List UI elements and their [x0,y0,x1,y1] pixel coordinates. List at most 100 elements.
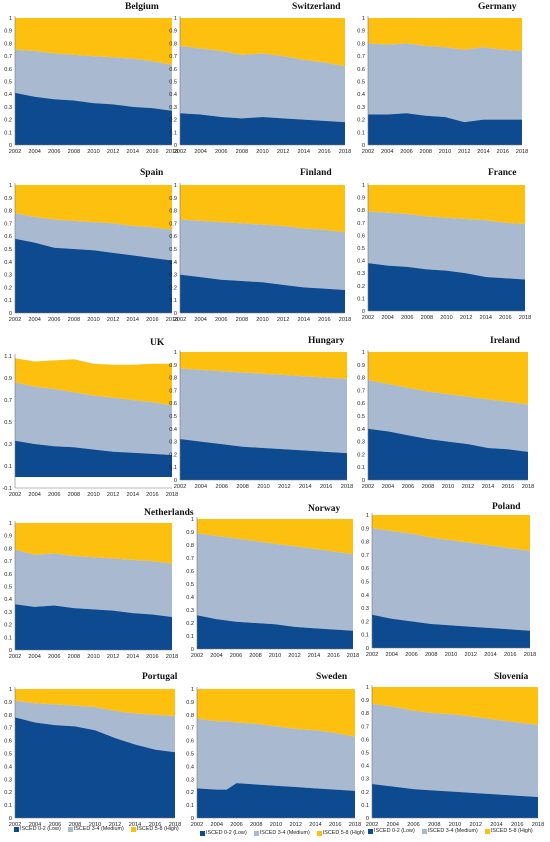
y-tick-label: 1 [9,183,12,189]
x-tick-label: 2006 [230,653,242,659]
x-tick-label: 2018 [339,149,351,155]
x-tick-label: 2014 [298,149,310,155]
legend-item-medium: ISCED 3-4 (Medium) [67,826,124,832]
area-medium [15,700,175,753]
x-tick-label: 2008 [236,317,248,323]
x-tick-label: 2004 [195,484,207,490]
y-tick-label: 0.2 [361,790,369,796]
y-tick-label: 0.1 [169,465,177,471]
legend-swatch-high [130,826,136,832]
area-high [180,185,345,233]
x-tick-label: 2010 [87,654,99,660]
x-tick-label: 2016 [511,822,523,828]
y-tick-label: 0.1 [357,465,365,471]
y-tick-label: 0.6 [169,401,177,407]
y-tick-label: 0 [174,478,177,484]
x-tick-label: 2010 [89,822,101,828]
x-tick-label: 2014 [127,149,139,155]
area-high [197,519,353,555]
chart-title: Sweden [316,672,348,682]
y-tick-label: 0.2 [169,118,177,124]
x-tick-label: 2018 [341,484,353,490]
y-tick-label: 0.6 [186,569,194,575]
y-tick-label: 0.9 [4,534,12,540]
y-tick-label: 0.1 [169,298,177,304]
y-tick-label: 0.3 [186,608,194,614]
x-tick-label: 2002 [174,149,186,155]
chart-title: Netherlands [144,508,194,518]
legend-item-low: ISCED 0-2 (Low) [200,830,247,836]
y-tick-label: 0.3 [4,610,12,616]
x-tick-label: 2008 [236,484,248,490]
y-tick-label: 0.8 [169,209,177,215]
y-tick-label: 0.2 [357,452,365,458]
x-tick-label: 2002 [362,484,374,490]
area-low [368,428,528,480]
y-tick-label: 0.9 [4,196,12,202]
y-tick-label: 0.6 [4,739,12,745]
x-tick-label: 2018 [522,484,534,490]
x-tick-label: 2006 [215,317,227,323]
x-tick-label: 2008 [68,492,80,498]
chart-title: Portugal [142,672,178,682]
x-tick-label: 2018 [524,652,536,658]
y-tick-label: 0.9 [357,363,365,369]
x-tick-label: 2008 [250,822,262,828]
y-tick-label: 0.7 [169,388,177,394]
y-tick-label: 0.7 [361,724,369,730]
x-tick-label: 2016 [146,317,158,323]
x-tick-label: 2008 [425,652,437,658]
y-tick-label: 0.5 [4,585,12,591]
y-tick-label: 0.7 [357,388,365,394]
x-tick-label: 2002 [174,484,186,490]
y-tick-label: 0.7 [357,221,365,227]
x-tick-label: 2018 [166,317,178,323]
legend-item-low: ISCED 0-2 (Low) [14,826,61,832]
area-low [197,615,353,649]
x-tick-label: 2002 [362,149,374,155]
chart-title: Slovenia [494,672,529,682]
y-tick-label: 0.8 [4,546,12,552]
y-tick-label: 1 [366,513,369,519]
area-low [372,783,538,818]
y-tick-label: 0.3 [357,271,365,277]
legend-label-high: ISCED 5-8 (High) [136,826,179,832]
y-tick-label: 0 [174,311,177,317]
y-tick-label: 0.6 [169,234,177,240]
area-medium [180,368,347,454]
x-tick-label: 2018 [532,822,544,828]
x-tick-label: 2014 [480,315,492,321]
chart-title: Hungary [308,336,345,346]
y-tick-label: 0.2 [4,790,12,796]
x-tick-label: 2012 [462,484,474,490]
x-tick-label: 2014 [127,492,139,498]
chart-title: Poland [492,502,521,512]
y-tick-label: 0.4 [4,597,12,603]
x-tick-label: 2018 [519,315,531,321]
x-tick-label: 2016 [146,654,158,660]
y-tick-label: 0.2 [357,284,365,290]
x-tick-label: 2008 [422,484,434,490]
x-tick-label: 2016 [320,484,332,490]
x-tick-label: 2014 [298,317,310,323]
y-tick-label: 0.7 [4,221,12,227]
area-high [368,352,528,405]
legend-swatch-medium [67,826,73,832]
x-tick-label: 2004 [28,654,40,660]
y-tick-label: 0.4 [357,259,365,265]
y-tick-label: 0.3 [357,440,365,446]
y-tick-label: 0.3 [361,777,369,783]
x-tick-label: 2016 [327,653,339,659]
y-tick-label: 0.6 [4,572,12,578]
legend-item-medium: ISCED 3-4 (Medium) [253,830,310,836]
y-tick-label: 1 [362,350,365,356]
y-tick-label: 0 [362,309,365,315]
y-tick-label: 0.8 [357,208,365,214]
legend-label-high: ISCED 5-8 (High) [490,828,533,834]
x-tick-label: 2006 [402,484,414,490]
y-tick-label: 0 [9,143,12,149]
